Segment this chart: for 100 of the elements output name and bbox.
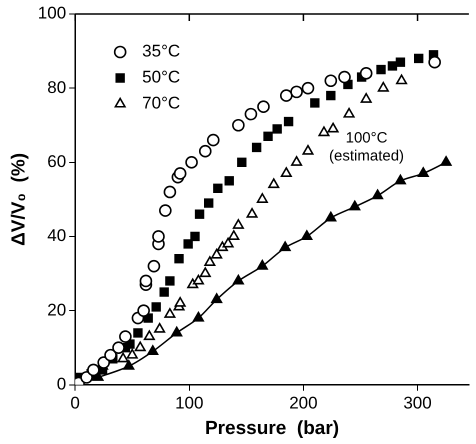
point xyxy=(171,326,182,336)
point xyxy=(440,156,452,166)
x-tick-label: 0 xyxy=(70,394,80,413)
point xyxy=(257,100,270,113)
point xyxy=(213,184,223,193)
point xyxy=(80,371,93,384)
point xyxy=(194,210,204,219)
point xyxy=(268,178,280,188)
point xyxy=(211,293,222,304)
point xyxy=(324,74,338,88)
point xyxy=(318,126,330,136)
point xyxy=(164,186,176,198)
point xyxy=(252,142,262,152)
point xyxy=(165,276,175,286)
point xyxy=(280,167,292,177)
point xyxy=(154,322,166,333)
point xyxy=(97,356,110,369)
point xyxy=(152,230,165,243)
point xyxy=(126,348,138,359)
point xyxy=(87,364,100,376)
point xyxy=(192,274,204,285)
y-tick-label: 0 xyxy=(56,374,66,394)
point xyxy=(246,208,258,218)
point xyxy=(134,341,146,352)
point xyxy=(325,212,336,222)
point xyxy=(372,189,384,200)
point xyxy=(159,287,169,297)
point xyxy=(174,254,184,264)
point xyxy=(418,167,429,177)
point xyxy=(280,241,291,252)
point xyxy=(414,54,424,64)
point xyxy=(174,167,186,180)
point xyxy=(123,360,134,370)
point xyxy=(112,341,125,354)
point xyxy=(118,352,129,362)
point xyxy=(301,230,312,240)
point xyxy=(147,345,158,355)
point xyxy=(164,308,176,318)
point xyxy=(256,260,268,270)
point xyxy=(360,67,372,80)
point xyxy=(211,248,222,259)
point xyxy=(140,274,152,288)
point xyxy=(360,92,372,103)
point xyxy=(200,267,211,278)
point xyxy=(256,193,268,203)
annotation: 100°C (estimated) xyxy=(329,130,404,165)
point xyxy=(290,86,303,98)
point xyxy=(204,256,216,266)
point xyxy=(206,134,220,146)
point xyxy=(152,302,161,312)
point xyxy=(244,108,258,120)
legend-label: 70°C xyxy=(142,94,180,113)
point xyxy=(378,82,389,92)
point xyxy=(144,330,155,340)
point xyxy=(388,61,398,71)
point xyxy=(159,204,172,217)
point xyxy=(344,108,355,118)
point xyxy=(204,198,214,208)
point xyxy=(232,274,244,285)
point xyxy=(137,304,150,317)
point xyxy=(174,296,186,307)
point xyxy=(284,116,294,126)
legend-label: 35°C xyxy=(142,42,180,61)
point xyxy=(310,98,320,108)
point xyxy=(428,56,441,69)
point xyxy=(183,239,193,249)
y-tick-label: 40 xyxy=(47,226,66,246)
point xyxy=(104,348,117,362)
point xyxy=(272,124,282,134)
y-tick-label: 100 xyxy=(38,4,66,23)
point xyxy=(328,122,339,132)
point xyxy=(192,312,204,322)
point xyxy=(148,260,160,272)
point xyxy=(232,219,244,229)
point xyxy=(190,232,200,242)
y-tick-label: 80 xyxy=(47,78,66,97)
point xyxy=(338,70,351,84)
point xyxy=(224,176,234,186)
point xyxy=(133,328,143,338)
y-tick-label: 20 xyxy=(47,300,66,320)
point xyxy=(394,174,406,184)
point xyxy=(302,82,314,94)
x-tick-label: 200 xyxy=(289,394,318,413)
point xyxy=(198,144,212,158)
x-tick-label: 100 xyxy=(175,394,204,413)
x-tick-label: 300 xyxy=(403,394,432,413)
y-tick-label: 60 xyxy=(47,152,66,172)
point xyxy=(280,89,293,102)
point xyxy=(396,74,408,84)
point xyxy=(185,156,198,169)
point xyxy=(326,90,336,100)
point xyxy=(263,132,273,142)
point xyxy=(396,58,406,67)
y-axis-title: ΔV/V₀ (%) xyxy=(8,152,30,246)
point xyxy=(228,230,240,240)
point xyxy=(119,330,132,343)
point xyxy=(302,144,314,155)
point xyxy=(349,200,360,210)
point xyxy=(232,118,245,132)
x-axis-title: Pressure (bar) xyxy=(204,418,340,439)
